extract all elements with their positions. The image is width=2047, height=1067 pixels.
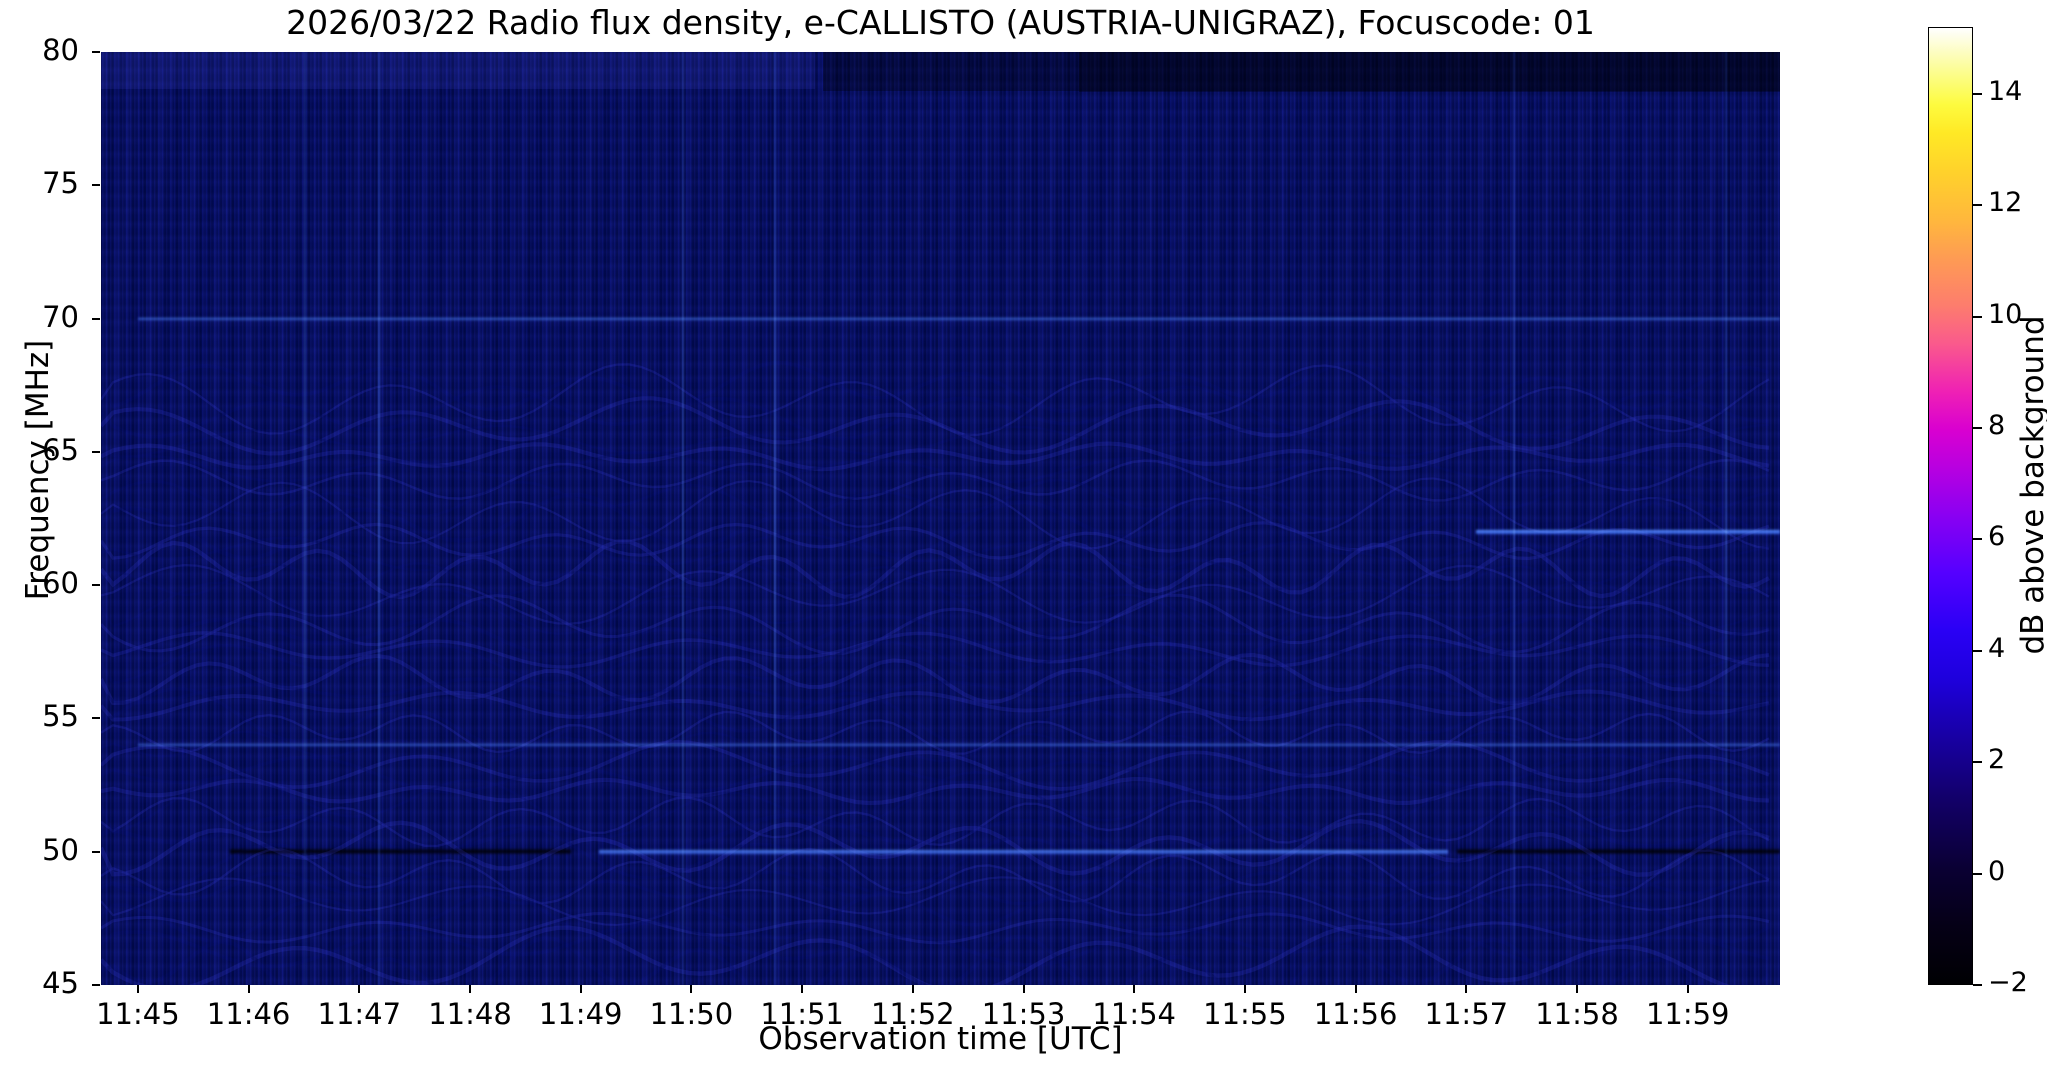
colorbar-tick-label: 14	[1988, 75, 2023, 107]
x-tick-mark	[801, 985, 804, 993]
spectrogram-plot-area[interactable]	[101, 52, 1780, 985]
x-tick-mark	[469, 985, 471, 993]
x-tick-label: 11:59	[1645, 997, 1730, 1031]
x-tick-label: 11:46	[206, 997, 291, 1031]
y-tick-mark	[92, 450, 100, 453]
spectrogram-ripple-bands-oblique	[101, 52, 1780, 985]
colorbar-tick-label: 2	[1988, 744, 2006, 776]
x-tick-mark	[358, 985, 361, 993]
colorbar-tick-mark	[1973, 204, 1982, 207]
y-tick-label: 55	[42, 699, 79, 734]
dark-band-50MHz-late	[1457, 848, 1780, 856]
colorbar-tick-mark	[1973, 315, 1982, 318]
figure-title: 2026/03/22 Radio flux density, e-CALLIST…	[286, 3, 1595, 42]
x-tick-mark	[1133, 985, 1136, 993]
x-tick-mark	[911, 985, 914, 993]
colorbar-gradient	[1928, 27, 1973, 985]
colorbar-tick-mark	[1973, 761, 1982, 764]
y-tick-mark	[92, 584, 100, 587]
band-70MHz	[137, 316, 1780, 321]
y-tick-label: 60	[42, 566, 79, 601]
y-tick-label: 70	[42, 299, 79, 334]
spectrogram-time-noise	[101, 52, 1780, 985]
x-tick-mark	[247, 985, 250, 993]
x-tick-label: 11:51	[760, 997, 844, 1031]
gain-block-dim-upper-right	[822, 52, 1780, 92]
spectrogram-time-noise-fine	[101, 52, 1780, 985]
spectrogram-base	[101, 52, 1780, 985]
y-tick-mark	[92, 184, 100, 187]
spectrogram-ripple-bands	[101, 52, 1780, 985]
spectrogram-ripple-arcs	[101, 360, 1771, 985]
dark-band-50MHz-early	[230, 848, 572, 856]
colorbar-tick-mark	[1973, 872, 1982, 875]
x-tick-label: 11:52	[871, 997, 955, 1031]
colorbar-tick-label: −2	[1988, 967, 2028, 998]
x-tick-mark	[1354, 985, 1357, 993]
x-tick-label: 11:49	[538, 997, 623, 1031]
y-tick-label: 45	[42, 966, 79, 1000]
rfi-streak-1147	[377, 52, 380, 985]
colorbar-tick-mark	[1973, 427, 1982, 430]
y-tick-label: 80	[42, 33, 79, 67]
x-tick-mark	[1465, 985, 1468, 993]
x-tick-mark	[1022, 985, 1025, 993]
x-tick-label: 11:50	[649, 997, 734, 1031]
rfi-streak-1159	[1724, 52, 1727, 985]
x-tick-label: 11:54	[1092, 997, 1176, 1031]
x-tick-label: 11:47	[317, 997, 402, 1031]
y-tick-label: 75	[42, 166, 79, 201]
rfi-streak-1151	[774, 52, 777, 985]
colorbar-tick-label: 4	[1988, 632, 2006, 664]
colorbar-tick-mark	[1973, 649, 1982, 652]
colorbar-label: dB above background	[2015, 315, 2047, 655]
colorbar-tick-label: 0	[1988, 855, 2006, 887]
colorbar-tick-mark	[1973, 538, 1982, 541]
y-tick-mark	[92, 717, 100, 720]
x-tick-label: 11:58	[1535, 997, 1619, 1031]
colorbar-tick-label: 12	[1988, 187, 2023, 219]
x-tick-label: 11:56	[1313, 997, 1398, 1031]
y-tick-label: 65	[42, 432, 79, 467]
gain-block-dim-upper-right	[1078, 52, 1780, 92]
x-tick-mark	[579, 985, 582, 993]
x-tick-mark	[1576, 985, 1579, 993]
y-tick-mark	[92, 850, 100, 853]
y-tick-mark	[92, 317, 100, 320]
x-tick-label: 11:48	[428, 997, 512, 1031]
y-tick-mark	[92, 51, 100, 53]
rfi-streak-1146	[304, 52, 306, 985]
colorbar-tick-label: 10	[1988, 298, 2023, 330]
colorbar-tick-label: 6	[1988, 521, 2006, 553]
rfi-streak-1150	[682, 52, 685, 985]
x-tick-mark	[136, 985, 139, 993]
x-tick-label: 11:57	[1424, 997, 1509, 1031]
y-tick-mark	[92, 984, 100, 986]
x-tick-label: 11:45	[96, 997, 180, 1031]
x-axis-label: Observation time [UTC]	[758, 1021, 1123, 1057]
gain-block-bright-upper-left	[101, 52, 815, 90]
rfi-streak-1157	[1512, 52, 1515, 985]
colorbar[interactable]: 14 12 10 8 6 4 2 0 −2 dB above background	[1928, 27, 2047, 998]
x-tick-mark	[1686, 985, 1689, 993]
y-axis-label: Frequency [MHz]	[20, 339, 56, 601]
colorbar-tick-mark	[1973, 92, 1982, 95]
x-tick-label: 11:53	[981, 997, 1066, 1031]
bright-line-62MHz	[1475, 528, 1780, 535]
x-tick-mark	[1243, 985, 1246, 993]
x-tick-mark	[690, 985, 693, 993]
colorbar-tick-mark	[1973, 984, 1982, 986]
x-tick-label: 11:55	[1203, 997, 1287, 1031]
colorbar-tick-label: 8	[1988, 410, 2006, 442]
y-tick-label: 50	[42, 832, 79, 867]
